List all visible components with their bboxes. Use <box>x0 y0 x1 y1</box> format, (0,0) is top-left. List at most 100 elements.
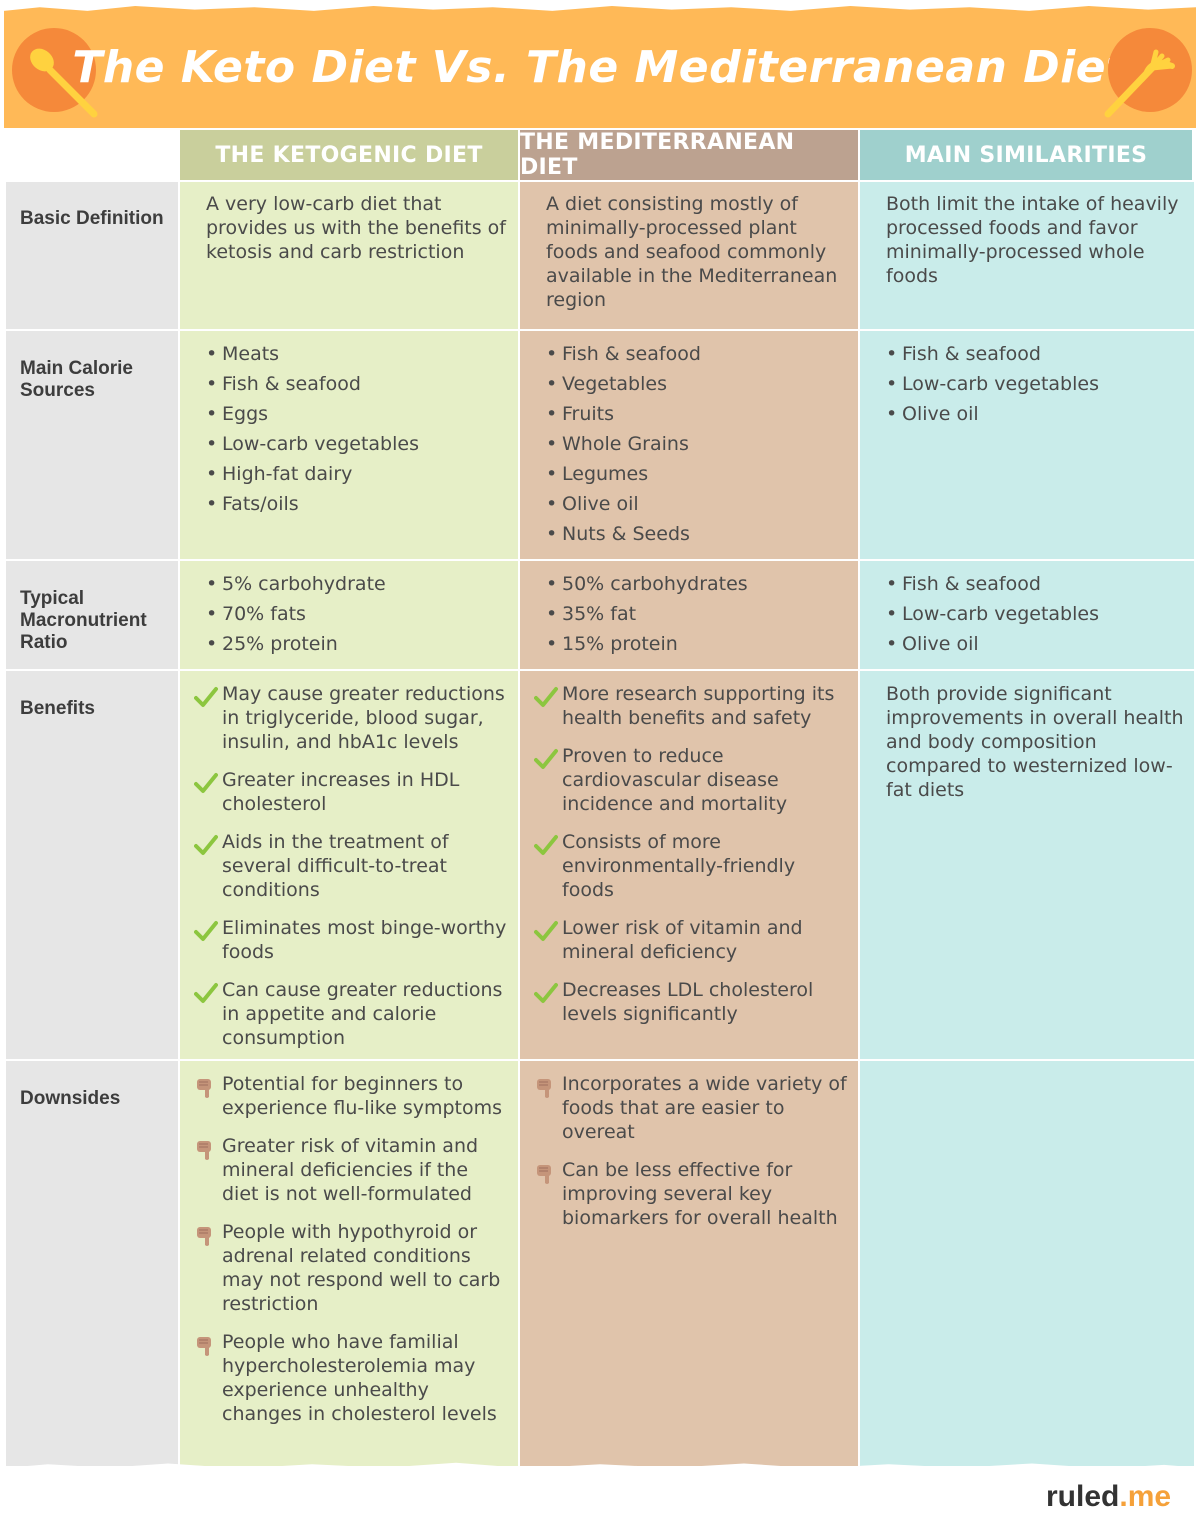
bullet-icon: • <box>886 373 898 395</box>
list-item-text: Fish & seafood <box>562 343 701 365</box>
list-item: People with hypothyroid or adrenal relat… <box>192 1220 508 1316</box>
thumbs-down-icon <box>194 1138 218 1160</box>
list-item-text: Fats/oils <box>222 493 299 515</box>
mediterranean-macronutrient-ratio: • 50% carbohydrates • 35% fat • 15% protein <box>546 569 846 659</box>
checkmark-icon <box>534 748 558 770</box>
list-item: Can be less effective for improving seve… <box>532 1158 848 1230</box>
title-banner: The Keto Diet Vs. The Mediterranean Diet <box>4 6 1196 128</box>
checkmark-icon <box>534 982 558 1004</box>
brand-logo: ruled.me <box>1046 1480 1171 1514</box>
list-item: • Low-carb vegetables <box>886 369 1186 399</box>
list-item-text: 50% carbohydrates <box>562 573 748 595</box>
list-item: • 5% carbohydrate <box>206 569 506 599</box>
mediterranean-definition: A diet consisting mostly of minimally-pr… <box>546 193 838 311</box>
keto-benefits: May cause greater reductions in triglyce… <box>192 682 508 1064</box>
list-item-text: 15% protein <box>562 633 678 655</box>
bullet-icon: • <box>546 343 558 365</box>
list-item: Eliminates most binge-worthy foods <box>192 916 508 964</box>
list-item-text: Legumes <box>562 463 649 485</box>
row-divider <box>4 1059 1196 1061</box>
list-item-text: Fish & seafood <box>902 343 1041 365</box>
list-item: People who have familial hypercholestero… <box>192 1330 508 1426</box>
list-item-text: Can cause greater reductions in appetite… <box>222 979 503 1049</box>
list-item-text: People with hypothyroid or adrenal relat… <box>222 1221 501 1315</box>
list-item-text: People who have familial hypercholestero… <box>222 1331 497 1425</box>
bullet-icon: • <box>546 603 558 625</box>
list-item: • Low-carb vegetables <box>206 429 506 459</box>
list-item: Potential for beginners to experience fl… <box>192 1072 508 1120</box>
mediterranean-downsides: Incorporates a wide variety of foods tha… <box>532 1072 848 1244</box>
list-item-text: Can be less effective for improving seve… <box>562 1159 838 1229</box>
fork-icon <box>1104 28 1192 118</box>
list-item-text: Potential for beginners to experience fl… <box>222 1073 503 1119</box>
list-item-text: Eggs <box>222 403 269 425</box>
list-item-text: 70% fats <box>222 603 306 625</box>
mediterranean-calorie-sources: • Fish & seafood • Vegetables • Fruits • Whole … <box>546 339 846 549</box>
list-item: • High-fat dairy <box>206 459 506 489</box>
page-title: The Keto Diet Vs. The Mediterranean Diet <box>72 42 1128 93</box>
list-item-text: Low-carb vegetables <box>902 603 1099 625</box>
list-item-text: May cause greater reductions in triglyce… <box>222 683 505 753</box>
list-item: • 15% protein <box>546 629 846 659</box>
column-header-mediterranean: THE MEDITERRANEAN DIET <box>520 130 858 180</box>
bullet-icon: • <box>206 433 218 455</box>
list-item: • Fish & seafood <box>206 369 506 399</box>
list-item-text: Fruits <box>562 403 615 425</box>
bullet-icon: • <box>546 433 558 455</box>
list-item: • Meats <box>206 339 506 369</box>
row-label-benefits: Benefits <box>20 698 95 719</box>
list-item-text: 5% carbohydrate <box>222 573 386 595</box>
list-item: Aids in the treatment of several difficu… <box>192 830 508 902</box>
bullet-icon: • <box>886 603 898 625</box>
checkmark-icon <box>534 686 558 708</box>
bullet-icon: • <box>886 403 898 425</box>
list-item-text: More research supporting its health bene… <box>562 683 835 729</box>
list-item: • 50% carbohydrates <box>546 569 846 599</box>
list-item: Consists of more environmentally-friendl… <box>532 830 848 902</box>
list-item: Incorporates a wide variety of foods tha… <box>532 1072 848 1144</box>
bullet-icon: • <box>206 343 218 365</box>
bullet-icon: • <box>206 493 218 515</box>
list-item: • 35% fat <box>546 599 846 629</box>
row-label-definition: Basic Definition <box>20 208 164 229</box>
list-item: • Fruits <box>546 399 846 429</box>
checkmark-icon <box>194 982 218 1004</box>
list-item-text: Lower risk of vitamin and mineral defici… <box>562 917 803 963</box>
list-item: • 70% fats <box>206 599 506 629</box>
thumbs-down-icon <box>534 1076 558 1098</box>
list-item-text: Proven to reduce cardiovascular disease … <box>562 745 788 815</box>
checkmark-icon <box>534 834 558 856</box>
row-label-downsides: Downsides <box>20 1088 121 1109</box>
bullet-icon: • <box>886 633 898 655</box>
checkmark-icon <box>534 920 558 942</box>
thumbs-down-icon <box>194 1334 218 1356</box>
list-item: • Eggs <box>206 399 506 429</box>
keto-calorie-sources: • Meats • Fish & seafood • Eggs • Low-carb vege… <box>206 339 506 519</box>
bullet-icon: • <box>546 523 558 545</box>
list-item: Decreases LDL cholesterol levels signifi… <box>532 978 848 1026</box>
similarities-definition: Both limit the intake of heavily process… <box>886 193 1179 287</box>
list-item-text: Aids in the treatment of several difficu… <box>222 831 449 901</box>
list-item-text: Olive oil <box>902 403 979 425</box>
row-divider <box>4 669 1196 671</box>
keto-column <box>180 182 518 1466</box>
list-item: • Fats/oils <box>206 489 506 519</box>
list-item: • 25% protein <box>206 629 506 659</box>
similarities-benefits: Both provide significant improvements in… <box>886 683 1184 801</box>
bullet-icon: • <box>206 573 218 595</box>
list-item: • Legumes <box>546 459 846 489</box>
keto-downsides: Potential for beginners to experience fl… <box>192 1072 508 1440</box>
checkmark-icon <box>194 772 218 794</box>
spoon-icon <box>12 28 98 118</box>
keto-macronutrient-ratio: • 5% carbohydrate • 70% fats • 25% protein <box>206 569 506 659</box>
list-item: • Fish & seafood <box>886 339 1186 369</box>
list-item-text: Eliminates most binge-worthy foods <box>222 917 507 963</box>
bullet-icon: • <box>546 633 558 655</box>
keto-definition: A very low-carb diet that provides us wi… <box>206 193 506 263</box>
list-item: Can cause greater reductions in appetite… <box>192 978 508 1050</box>
bullet-icon: • <box>886 573 898 595</box>
list-item-text: Low-carb vegetables <box>222 433 419 455</box>
list-item: May cause greater reductions in triglyce… <box>192 682 508 754</box>
checkmark-icon <box>194 834 218 856</box>
list-item: Lower risk of vitamin and mineral defici… <box>532 916 848 964</box>
